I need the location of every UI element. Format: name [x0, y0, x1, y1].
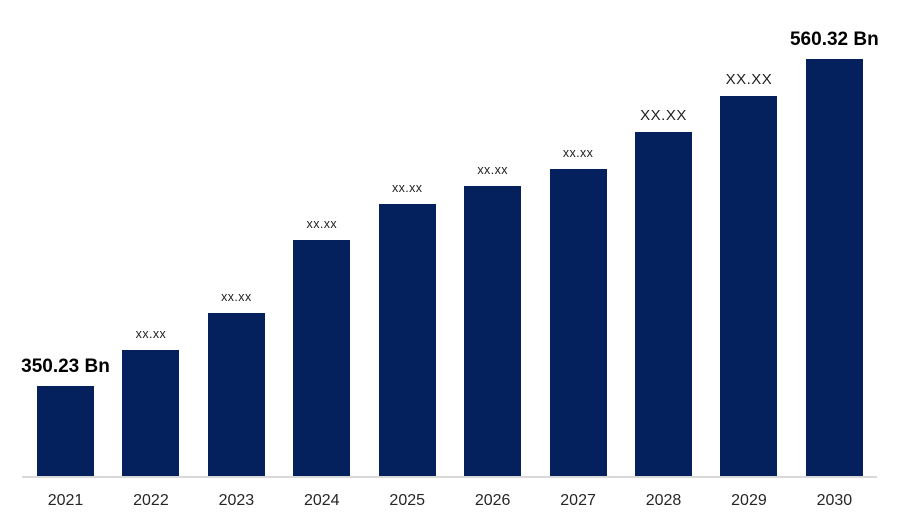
year-label-2021: 2021	[47, 492, 84, 509]
bar-2029	[720, 96, 778, 476]
bar-2030	[805, 59, 863, 476]
bar-value-label-2024: xx.xx	[306, 217, 338, 232]
year-label-2024: 2024	[303, 492, 340, 509]
bar-2028	[635, 132, 692, 476]
bar-value-label-2030: 560.32 Bn	[789, 29, 879, 51]
bar-2027	[549, 169, 607, 476]
year-label-2027: 2027	[560, 492, 596, 509]
bar-2022	[122, 350, 180, 476]
year-label-2022: 2022	[133, 492, 169, 509]
bar-2021	[37, 386, 94, 476]
bar-value-label-2028: XX.XX	[640, 106, 687, 124]
year-label-2028: 2028	[645, 492, 682, 509]
bar-value-label-2025: xx.xx	[391, 181, 423, 196]
bar-value-label-2022: xx.xx	[135, 327, 167, 342]
bar-2025	[378, 204, 436, 476]
bar-value-label-2021: 350.23 Bn	[21, 356, 110, 378]
year-label-2023: 2023	[218, 492, 255, 509]
bar-2023	[207, 313, 265, 476]
bar-value-label-2023: xx.xx	[221, 290, 252, 305]
bar-value-label-2029: XX.XX	[725, 70, 773, 88]
x-axis-line	[22, 476, 877, 478]
year-label-2030: 2030	[816, 492, 853, 509]
year-label-2025: 2025	[389, 492, 426, 509]
bar-2026	[464, 186, 522, 476]
bar-2024	[293, 240, 351, 476]
bar-value-label-2026: xx.xx	[477, 163, 508, 178]
year-label-2029: 2029	[731, 492, 767, 509]
bar-value-label-2027: xx.xx	[562, 146, 594, 161]
year-label-2026: 2026	[474, 492, 511, 509]
